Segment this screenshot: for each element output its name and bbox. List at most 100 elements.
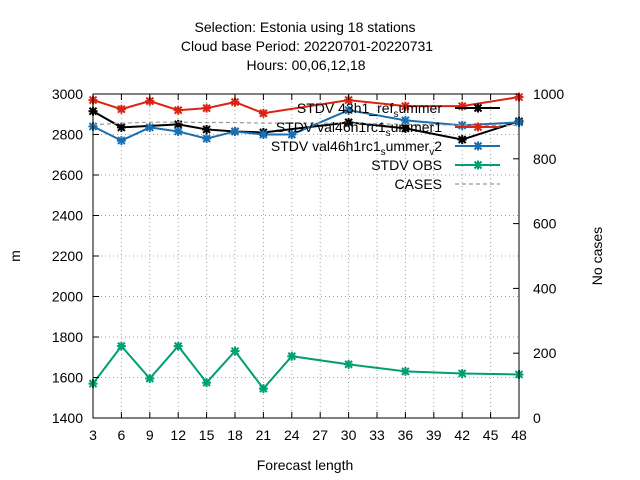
data-point: [400, 101, 410, 111]
y2-axis-label: No cases: [589, 227, 605, 285]
legend-label: CASES: [395, 176, 442, 192]
y2-tick-labels: 0 200 400 600 800 1000: [533, 86, 564, 426]
data-point: [400, 366, 410, 376]
data-point: [230, 346, 240, 356]
data-point: [230, 97, 240, 107]
y-tick-label: 2400: [52, 208, 83, 224]
x-tick-label: 45: [483, 427, 499, 443]
y-tick-label: 2800: [52, 127, 83, 143]
y-tick-label: 2600: [52, 167, 83, 183]
legend-label-part: ref: [377, 100, 393, 116]
series-line: [92, 121, 519, 127]
x-tick-label: 33: [369, 427, 385, 443]
data-point: [202, 378, 212, 388]
y-tick-label: 2200: [52, 248, 83, 264]
legend-label-part: s: [393, 109, 398, 120]
data-point: [230, 126, 240, 136]
data-point: [202, 103, 212, 113]
legend-label-part: s: [386, 128, 391, 139]
data-point: [400, 115, 410, 125]
y2-tick-label: 600: [533, 216, 557, 232]
legend-label-part: ummer: [386, 138, 430, 154]
x-tick-label: 30: [341, 427, 357, 443]
legend-label-part: 1: [434, 119, 442, 135]
legend-marker: [473, 160, 483, 170]
data-point: [145, 374, 155, 384]
legend-label-part: STDV val46h1rc1: [271, 138, 381, 154]
data-point: [145, 122, 155, 132]
legend-label: STDV val46h1rc1summer1: [276, 119, 442, 139]
title-line-1: Selection: Estonia using 18 stations: [194, 19, 415, 35]
legend-marker: [473, 103, 483, 113]
x-tick-label: 42: [454, 427, 470, 443]
y2-tick-label: 200: [533, 345, 557, 361]
legend-entry-1: STDV val46h1rc1summer1: [276, 119, 500, 139]
chart-title: Selection: Estonia using 18 stations Clo…: [181, 19, 433, 73]
x-tick-label: 39: [426, 427, 442, 443]
data-point: [116, 136, 126, 146]
y2-tick-label: 0: [533, 410, 541, 426]
data-point: [344, 95, 354, 105]
legend-label-part: s: [381, 147, 386, 158]
data-point: [344, 105, 354, 115]
data-point: [400, 123, 410, 133]
data-point: [457, 101, 467, 111]
data-point: [457, 368, 467, 378]
data-point: [173, 126, 183, 136]
x-tick-label: 3: [89, 427, 97, 443]
series-layer: [88, 92, 524, 394]
data-point: [116, 104, 126, 114]
data-point: [173, 341, 183, 351]
x-tick-label: 24: [284, 427, 300, 443]
data-point: [145, 96, 155, 106]
series-line: [92, 344, 520, 391]
x-tick-label: 6: [118, 427, 126, 443]
data-point: [202, 124, 212, 134]
x-tick-label: 18: [227, 427, 243, 443]
legend-label: STDV 43h1_refsummer: [297, 100, 442, 120]
legend-label: STDV val46h1rc1summerv2: [271, 138, 442, 158]
title-line-2: Cloud base Period: 20220701-20220731: [181, 38, 433, 54]
legend-entry-3: STDV OBS: [371, 157, 500, 173]
data-point: [457, 120, 467, 130]
x-tick-label: 48: [511, 427, 527, 443]
legend-label-part: ummer: [391, 119, 435, 135]
legend-marker: [473, 141, 483, 151]
x-tick-label: 15: [199, 427, 215, 443]
y2-tick-label: 400: [533, 280, 557, 296]
data-point: [116, 341, 126, 351]
x-axis-label: Forecast length: [257, 457, 354, 473]
y2-tick-label: 800: [533, 151, 557, 167]
data-point: [344, 359, 354, 369]
y-tick-labels: 1400 1600 1800 2000 2200 2400 2600 2800 3000: [52, 86, 83, 426]
legend-entry-2: STDV val46h1rc1summerv2: [271, 138, 500, 158]
data-point: [287, 130, 297, 139]
legend-label-part: STDV 43h1_: [297, 100, 377, 116]
grid: [93, 94, 519, 418]
data-point: [457, 135, 467, 145]
data-point: [287, 351, 297, 361]
y-tick-label: 1600: [52, 370, 83, 386]
x-tick-label: 21: [256, 427, 272, 443]
y-axis-label: m: [7, 250, 23, 262]
legend-label-part: ummer: [398, 100, 442, 116]
data-point: [258, 130, 268, 139]
title-line-3: Hours: 00,06,12,18: [246, 57, 365, 73]
data-point: [116, 122, 126, 132]
legend-entry-4: CASES: [395, 176, 500, 192]
x-tick-label: 36: [398, 427, 414, 443]
data-point: [258, 384, 268, 394]
legend-label-part: STDV val46h1rc1: [276, 119, 386, 135]
legend-label-part: v: [429, 147, 434, 158]
y-tick-label: 1400: [52, 410, 83, 426]
data-point: [344, 117, 354, 127]
x-tick-label: 9: [146, 427, 154, 443]
data-point: [258, 108, 268, 118]
legend-entry-0: STDV 43h1_refsummer: [297, 100, 500, 120]
series-line: [92, 109, 520, 142]
series-3: [88, 341, 524, 394]
legend-label-part: 2: [434, 138, 442, 154]
tick-marks: [92, 93, 520, 419]
